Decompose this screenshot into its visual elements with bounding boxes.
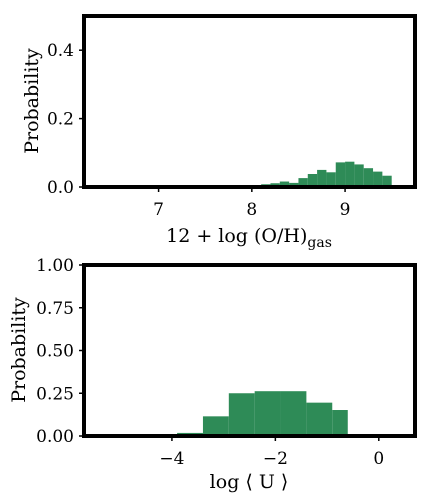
- histogram-bar: [317, 169, 327, 187]
- y-tick-label: 0.50: [36, 342, 74, 362]
- y-tick-label: 0.0: [47, 178, 74, 198]
- histogram-bar: [335, 162, 346, 187]
- histogram-bar: [202, 416, 229, 436]
- chart-1-ticks: 7 8 9 0.0 0.2 0.4: [47, 41, 351, 220]
- y-tick-label: 1.00: [36, 256, 74, 276]
- x-tick-label: −4: [159, 449, 184, 469]
- chart-1: 7 8 9 0.0 0.2 0.4 Probability 12 + log (O/H)g…: [21, 14, 417, 251]
- y-tick-label: 0.00: [36, 427, 74, 447]
- x-tick-label: 7: [153, 200, 164, 220]
- chart-1-bars: [242, 161, 392, 187]
- chart-2-frame: [82, 263, 417, 438]
- y-tick-label: 0.2: [47, 110, 74, 130]
- chart-1-ylabel: Probability: [21, 48, 43, 154]
- histogram-bar: [326, 172, 336, 187]
- chart-2-bars: [177, 391, 348, 436]
- histogram-bar: [280, 391, 307, 436]
- chart-1-xlabel: 12 + log (O/H)gas: [166, 225, 332, 251]
- y-tick-label: 0.4: [47, 41, 74, 61]
- histogram-bar: [354, 164, 364, 187]
- chart-2: −4 −2 0 0.00 0.25 0.50 0.75 1.00 Probability lo…: [8, 256, 417, 493]
- chart-1-xlabel-main: 12 + log (O/H): [166, 225, 307, 247]
- histogram-bar: [307, 174, 318, 187]
- chart-2-xlabel: log ⟨ U ⟩: [210, 471, 289, 493]
- y-tick-label: 0.25: [36, 384, 74, 404]
- chart-2-ticks: −4 −2 0 0.00 0.25 0.50 0.75 1.00: [36, 256, 384, 469]
- histogram-bar: [279, 181, 290, 187]
- histogram-bar: [298, 178, 308, 187]
- chart-2-ylabel: Probability: [8, 297, 30, 403]
- histogram-bar: [289, 182, 299, 187]
- x-tick-label: 9: [340, 200, 351, 220]
- chart-1-xlabel-sub: gas: [307, 235, 332, 251]
- histogram-bar: [345, 161, 355, 187]
- histogram-bar: [373, 171, 383, 187]
- histogram-bar: [306, 402, 333, 436]
- histogram-bar: [254, 391, 281, 436]
- histogram-bar: [332, 410, 348, 436]
- chart-1-frame: [82, 14, 417, 189]
- histogram-bar: [363, 168, 374, 187]
- histogram-bar: [382, 175, 392, 187]
- y-tick-label: 0.75: [36, 299, 74, 319]
- x-tick-label: 8: [246, 200, 257, 220]
- histogram-bar: [228, 393, 255, 436]
- x-tick-label: 0: [373, 449, 384, 469]
- x-tick-label: −2: [263, 449, 288, 469]
